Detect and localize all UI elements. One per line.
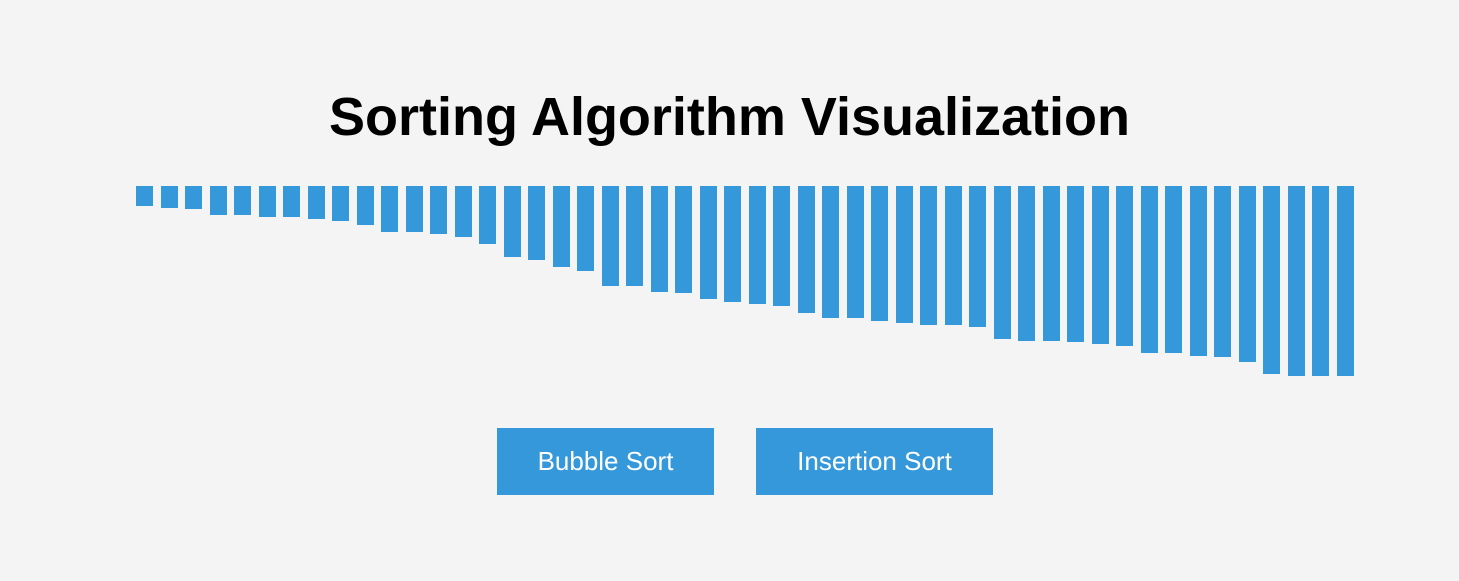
bar-31 [871, 186, 888, 321]
bar-6 [258, 186, 276, 217]
bar-49 [1312, 186, 1329, 376]
bar-13 [430, 186, 447, 234]
bar-37 [1018, 186, 1035, 341]
bar-35 [969, 186, 986, 327]
bar-46 [1238, 186, 1256, 362]
bar-17 [528, 186, 545, 260]
bar-44 [1189, 186, 1207, 356]
bars-container [136, 186, 1354, 377]
bar-18 [552, 186, 570, 267]
insertion-sort-button[interactable]: Insertion Sort [756, 428, 993, 495]
bar-21 [626, 186, 643, 286]
bar-24 [699, 186, 717, 299]
bar-41 [1116, 186, 1133, 346]
bar-29 [822, 186, 839, 318]
bar-4 [209, 186, 227, 215]
bar-1 [136, 186, 153, 206]
bar-38 [1042, 186, 1060, 341]
bar-34 [944, 186, 962, 325]
bar-11 [381, 186, 398, 232]
bar-16 [503, 186, 521, 257]
controls: Bubble Sort Insertion Sort [0, 428, 1459, 495]
bar-7 [283, 186, 300, 217]
bar-40 [1091, 186, 1109, 344]
bar-14 [454, 186, 472, 237]
bar-12 [405, 186, 423, 232]
bar-36 [993, 186, 1011, 339]
bar-48 [1287, 186, 1305, 376]
bar-9 [332, 186, 349, 221]
bar-47 [1263, 186, 1280, 374]
bar-23 [675, 186, 692, 293]
bar-32 [895, 186, 913, 323]
bar-45 [1214, 186, 1231, 357]
bar-33 [920, 186, 937, 325]
bar-25 [724, 186, 741, 302]
bar-30 [846, 186, 864, 318]
bar-5 [234, 186, 251, 215]
bar-27 [773, 186, 790, 306]
bar-19 [577, 186, 594, 271]
bar-26 [748, 186, 766, 304]
bar-3 [185, 186, 202, 209]
bar-20 [601, 186, 619, 286]
bar-22 [650, 186, 668, 292]
bubble-sort-button[interactable]: Bubble Sort [497, 428, 714, 495]
page-title: Sorting Algorithm Visualization [328, 87, 1131, 147]
bar-28 [797, 186, 815, 313]
bar-39 [1067, 186, 1084, 342]
bar-42 [1140, 186, 1158, 353]
bar-10 [356, 186, 374, 225]
bar-2 [160, 186, 178, 208]
bar-15 [479, 186, 496, 244]
bar-43 [1165, 186, 1182, 353]
bar-8 [307, 186, 325, 219]
bar-50 [1336, 186, 1354, 376]
